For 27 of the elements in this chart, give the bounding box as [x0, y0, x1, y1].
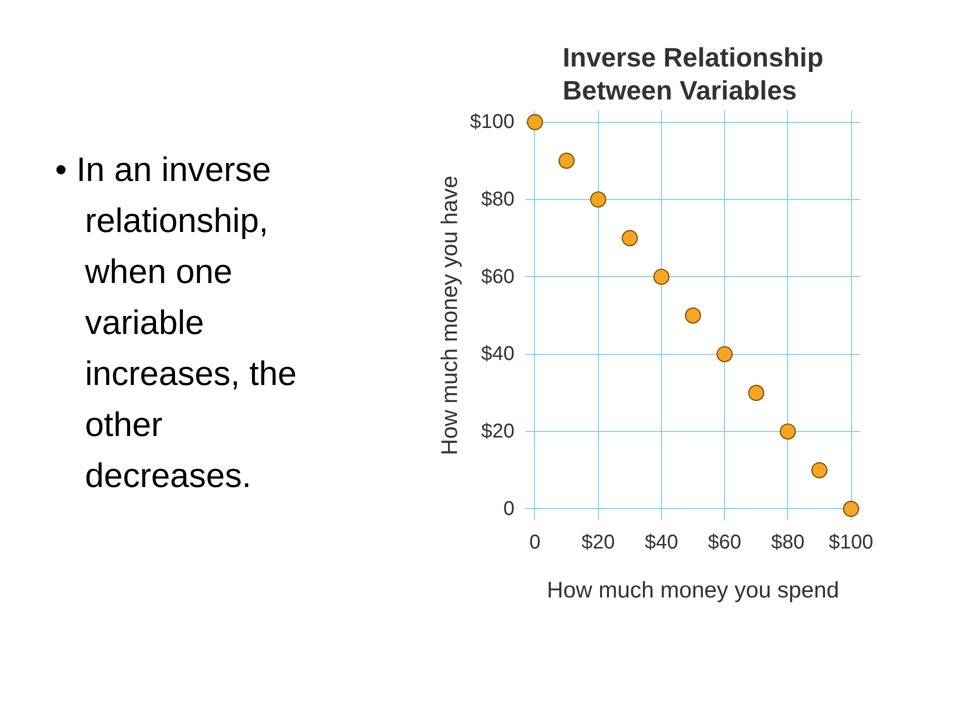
text: • In an inverse relationship, when one variable increases, the other decreases.: [55, 150, 298, 497]
point: [526, 114, 544, 130]
point: [748, 384, 764, 401]
x-tick-label: $100: [828, 532, 874, 554]
point: [811, 462, 828, 478]
y-tick-label: $100: [470, 111, 515, 134]
y-tick-label: 0: [503, 498, 514, 520]
x-tick-label: $20: [582, 532, 615, 554]
x-tick-label: $40: [644, 532, 678, 554]
y-axis-title: How much money you have: [436, 176, 462, 456]
y-tick-label: $60: [481, 266, 515, 288]
point: [780, 423, 796, 440]
y-tick-label: $40: [481, 343, 515, 366]
x-axis-title: How much money you spend: [546, 576, 840, 602]
y-tick-label: $20: [481, 420, 515, 443]
point: [716, 346, 733, 362]
point: [558, 152, 575, 169]
x-tick-label: 0: [529, 532, 541, 554]
point: [622, 230, 638, 246]
point: [590, 191, 606, 208]
y-tick-label: $80: [481, 188, 515, 210]
x-tick-label: $60: [708, 532, 742, 554]
x-tick-label: $80: [771, 532, 804, 554]
chart-title: Inverse Relationship Between Variables: [562, 42, 824, 106]
point: [842, 500, 860, 517]
point: [653, 268, 670, 285]
point: [684, 307, 702, 324]
